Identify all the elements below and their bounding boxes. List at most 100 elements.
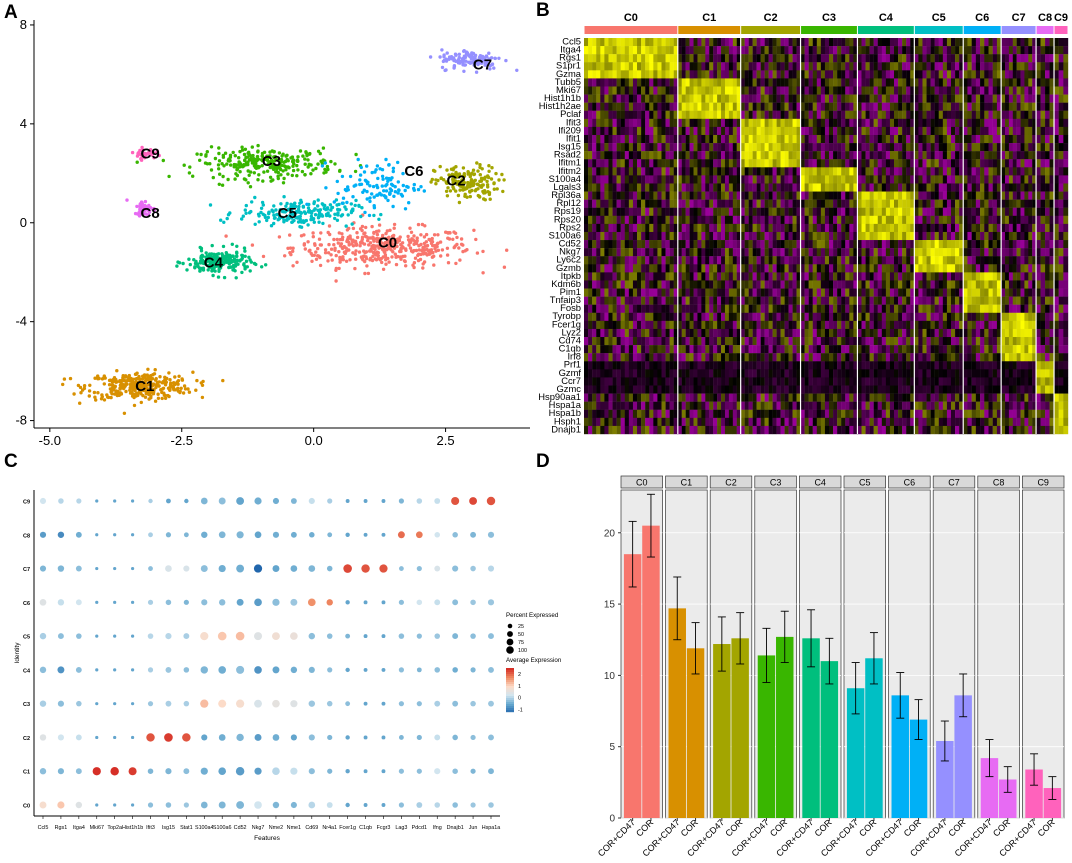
heatmap-cell	[592, 143, 597, 152]
heatmap-cluster-label: C3	[822, 12, 836, 24]
heatmap-cell	[752, 296, 757, 305]
heatmap-cell	[705, 70, 710, 79]
heatmap-cell	[780, 86, 785, 95]
heatmap-cell	[685, 110, 690, 120]
umap-cluster-label: C3	[262, 153, 281, 170]
heatmap-cell	[756, 377, 761, 386]
heatmap-cell	[721, 86, 726, 95]
heatmap-cell	[624, 377, 630, 386]
heatmap-cell	[620, 38, 625, 47]
heatmap-cell	[685, 409, 690, 419]
heatmap-cell	[641, 393, 646, 402]
heatmap-cell	[697, 312, 702, 322]
umap-point	[284, 168, 288, 172]
heatmap-cell	[752, 280, 757, 289]
heatmap-cell	[824, 191, 830, 200]
heatmap-cell	[665, 385, 670, 394]
heatmap-cell	[645, 143, 650, 152]
heatmap-cell	[677, 240, 682, 249]
heatmap-cell	[764, 417, 769, 427]
umap-point	[243, 208, 247, 212]
heatmap-cell	[657, 409, 662, 419]
heatmap-cell	[724, 231, 730, 241]
heatmap-cell	[701, 312, 706, 322]
heatmap-cell	[693, 280, 698, 289]
heatmap-cell	[820, 54, 826, 63]
heatmap-cell	[828, 215, 834, 225]
heatmap-cell	[620, 94, 625, 103]
heatmap-cell	[752, 320, 757, 330]
umap-point	[286, 246, 290, 250]
heatmap-cell	[657, 183, 662, 192]
heatmap-cell	[632, 199, 638, 208]
heatmap-cell	[721, 151, 726, 160]
heatmap-cell	[800, 70, 805, 79]
umap-point	[327, 242, 331, 247]
heatmap-cell	[709, 134, 714, 144]
heatmap-cell	[637, 110, 642, 120]
heatmap-cell	[833, 46, 838, 55]
umap-point	[301, 204, 305, 208]
heatmap-cell	[624, 345, 630, 354]
heatmap-cell	[612, 425, 617, 435]
heatmap-cell	[645, 320, 650, 330]
heatmap-cell	[837, 183, 842, 192]
heatmap-cell	[804, 159, 809, 168]
heatmap-cell	[752, 54, 757, 63]
heatmap-cell	[612, 361, 617, 370]
heatmap-cell	[612, 86, 617, 95]
heatmap-cell	[697, 183, 702, 192]
umap-point	[261, 179, 265, 183]
heatmap-cell	[616, 385, 621, 394]
umap-point	[195, 152, 199, 156]
umap-point	[394, 255, 398, 259]
heatmap-cell	[677, 207, 682, 216]
heatmap-cell	[845, 143, 850, 152]
heatmap-cell	[760, 248, 765, 257]
heatmap-cell	[732, 304, 737, 313]
heatmap-cell	[748, 70, 753, 79]
heatmap-cell	[641, 280, 646, 289]
heatmap-cell	[713, 231, 718, 241]
heatmap-cell	[596, 175, 601, 184]
heatmap-cell	[653, 280, 658, 289]
heatmap-cell	[828, 46, 834, 55]
heatmap-cell	[624, 94, 630, 103]
heatmap-cell	[697, 337, 702, 346]
heatmap-cell	[728, 377, 734, 386]
heatmap-cell	[632, 369, 638, 378]
heatmap-cell	[732, 38, 737, 47]
heatmap-cell	[616, 159, 621, 168]
heatmap-cell	[588, 361, 593, 370]
panel-label-d: D	[536, 451, 550, 472]
umap-point	[291, 164, 295, 168]
heatmap-cell	[645, 167, 650, 176]
heatmap-cell	[833, 240, 838, 249]
heatmap-cell	[677, 199, 682, 208]
heatmap-cell	[748, 240, 753, 249]
umap-point	[368, 236, 372, 240]
heatmap-cell	[693, 312, 698, 322]
heatmap-cell	[828, 134, 834, 144]
heatmap-cell	[637, 134, 642, 144]
heatmap-cell	[828, 199, 834, 208]
heatmap-cell	[744, 38, 749, 47]
heatmap-cell	[849, 159, 854, 168]
umap-point	[142, 373, 147, 377]
heatmap-cell	[709, 385, 714, 394]
heatmap-cell	[600, 199, 605, 208]
heatmap-cell	[744, 46, 749, 55]
heatmap-cell	[681, 393, 686, 402]
umap-point	[382, 194, 386, 198]
heatmap-cell	[837, 167, 842, 176]
heatmap-cell	[608, 401, 613, 410]
heatmap-cell	[772, 199, 777, 208]
umap-point	[323, 203, 327, 208]
heatmap-cell	[685, 151, 690, 160]
umap-point	[350, 222, 354, 226]
heatmap-cell	[584, 86, 589, 95]
heatmap-cell	[828, 248, 834, 257]
heatmap-cell	[657, 38, 662, 47]
heatmap-cell	[637, 223, 642, 233]
umap-point	[408, 246, 413, 250]
